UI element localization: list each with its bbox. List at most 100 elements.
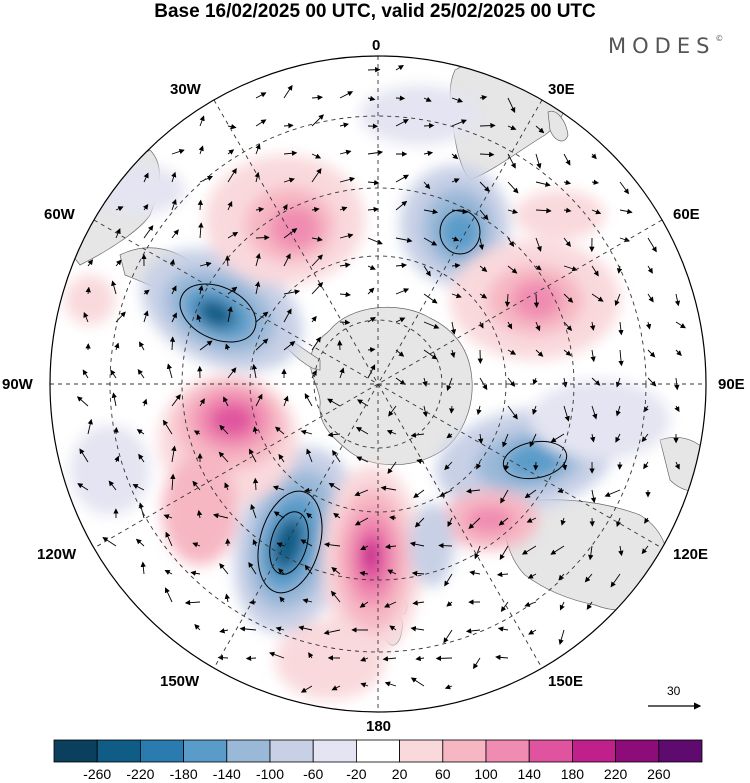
wind-vector (197, 199, 204, 211)
wind-vector (367, 264, 376, 270)
wind-vector (449, 405, 455, 414)
wind-vector (474, 545, 481, 560)
wind-vector (249, 448, 257, 463)
wind-vectors (76, 65, 686, 693)
wind-vector (389, 625, 397, 631)
wind-vector (550, 545, 565, 555)
lon-label-60w: 60W (44, 206, 75, 223)
wind-vector (339, 233, 354, 239)
colorbar-tick-label: -60 (303, 766, 324, 782)
wind-vector (451, 153, 459, 160)
wind-vector (558, 629, 565, 645)
wind-vector (367, 317, 376, 323)
wind-vector (283, 253, 291, 267)
wind-vector (311, 206, 320, 213)
wind-vector (199, 115, 205, 127)
wind-vector (224, 255, 231, 267)
wind-vector (647, 237, 657, 253)
wind-vector (528, 629, 537, 635)
contour-lines (179, 209, 568, 594)
wind-vector (360, 682, 369, 688)
wind-vector (196, 509, 203, 519)
wind-vector (535, 237, 542, 252)
wind-vector (110, 369, 117, 379)
wind-vector (254, 171, 260, 183)
wind-vector (283, 228, 298, 239)
wind-vector (76, 396, 89, 407)
wind-vector (327, 432, 341, 438)
wind-vector (354, 489, 369, 497)
wind-vector (563, 207, 572, 213)
wind-vector (249, 599, 257, 605)
wind-vector (132, 484, 145, 491)
wind-vector (323, 629, 341, 636)
wind-vector (115, 259, 122, 267)
wind-vector (563, 265, 578, 272)
wind-vector (387, 461, 397, 475)
wind-vector (507, 208, 519, 214)
wind-vector (451, 208, 468, 215)
colorbar-tick-label: 180 (560, 766, 585, 782)
wind-vector (311, 254, 323, 267)
colorbar-swatch (183, 739, 228, 763)
colorbar-tick-label: 220 (603, 766, 628, 782)
wind-vector (163, 514, 173, 520)
wind-vector (142, 398, 148, 407)
wind-vector (224, 343, 231, 351)
wind-vector (435, 655, 453, 662)
wind-vector (278, 453, 285, 463)
wind-vector (164, 587, 173, 603)
wind-vector (269, 651, 285, 659)
wind-vector (532, 405, 538, 415)
wind-vector (559, 601, 565, 611)
wind-vector (255, 338, 269, 351)
wind-vector (479, 122, 496, 129)
wind-vector (283, 308, 292, 323)
wind-vector (643, 461, 649, 470)
wind-vector (395, 317, 406, 323)
wind-vector (507, 377, 516, 387)
wind-vector (619, 208, 633, 215)
lon-label-180: 180 (366, 718, 392, 735)
colorbar-tick-label: 20 (391, 766, 408, 782)
wind-vector (451, 178, 460, 184)
wind-vector (311, 369, 317, 379)
wind-vector (674, 293, 681, 307)
colorbar (53, 739, 703, 763)
wind-vector (526, 517, 537, 523)
wind-vector (389, 515, 397, 521)
wind-vector (410, 432, 425, 438)
wind-vector (283, 289, 301, 295)
wind-vector (479, 181, 490, 192)
wind-vector (219, 424, 229, 435)
wind-vector (83, 311, 89, 323)
wind-vector (591, 209, 602, 215)
wind-vector (114, 455, 120, 463)
wind-vector (227, 124, 237, 130)
wind-vector (387, 569, 397, 575)
wind-vector (278, 568, 285, 575)
wind-vector (198, 222, 204, 239)
wind-vector (300, 429, 313, 435)
wind-vector (283, 84, 293, 99)
wind-vector (645, 321, 652, 330)
wind-vector (451, 119, 467, 127)
wind-vector (476, 461, 482, 470)
wind-vector (193, 430, 201, 436)
wind-vector (590, 433, 596, 443)
wind-vector (198, 285, 204, 295)
wind-vector (496, 571, 509, 578)
wind-vector (162, 419, 173, 435)
modes-logo: MODES© (608, 34, 724, 58)
wind-vector (339, 122, 349, 128)
wind-vector (171, 394, 181, 407)
wind-vector (423, 150, 434, 156)
wind-vector (255, 253, 261, 267)
wind-vector (184, 599, 201, 606)
wind-vector (190, 570, 201, 576)
wind-vector (356, 427, 369, 435)
wind-vector (524, 489, 537, 499)
wind-vector (446, 432, 453, 439)
wind-vector (507, 349, 517, 355)
colorbar-tick-label: 60 (435, 766, 451, 782)
